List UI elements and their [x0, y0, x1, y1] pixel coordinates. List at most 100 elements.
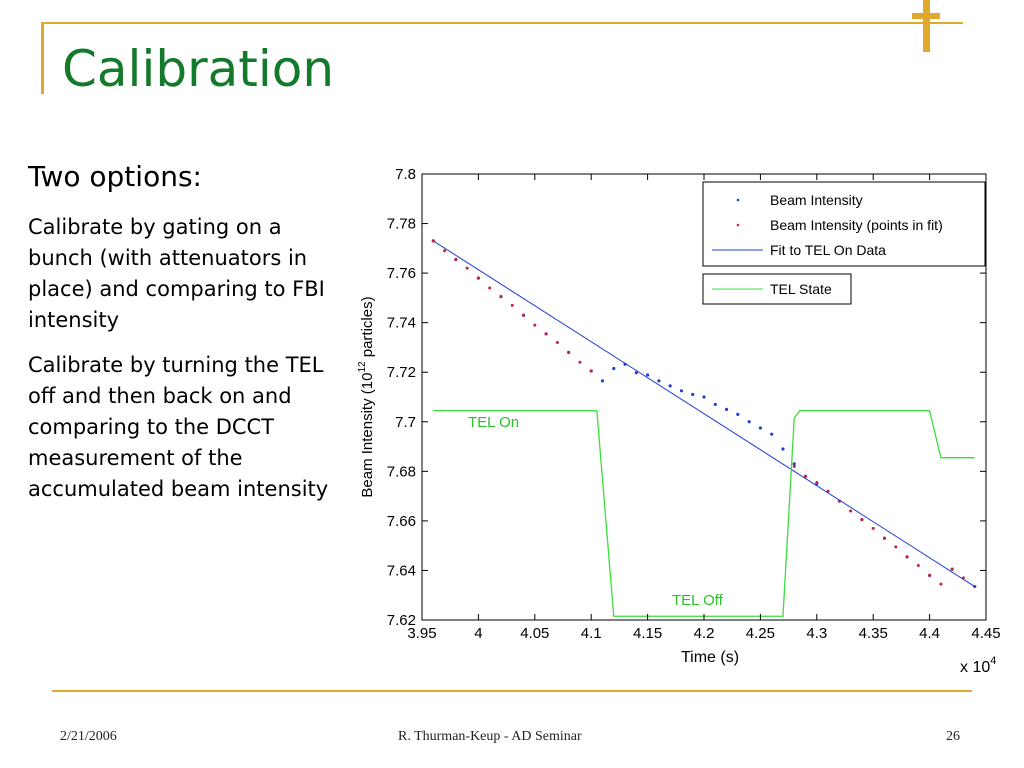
- x-tick-label: 4.35: [859, 625, 888, 642]
- y-tick-label: 7.62: [387, 612, 416, 629]
- fit-point: [882, 536, 886, 540]
- x-tick-label: 4.05: [520, 625, 549, 642]
- svg-text:Beam Intensity (1012 particles: Beam Intensity (1012 particles): [357, 296, 376, 497]
- beam-intensity-point: [634, 371, 638, 375]
- footer-divider: [52, 690, 972, 692]
- option-1-text: Calibrate by gating on a bunch (with att…: [28, 215, 325, 332]
- x-multiplier-base: x 10: [960, 659, 990, 676]
- fit-point: [510, 303, 514, 307]
- fit-point: [476, 276, 480, 280]
- x-axis-multiplier: x 104: [960, 655, 996, 676]
- fit-point: [544, 332, 548, 336]
- y-label-main: Beam Intensity (10: [359, 373, 376, 498]
- x-tick-label: 4.3: [806, 625, 827, 642]
- x-tick-label: 4: [474, 625, 482, 642]
- fit-point: [499, 295, 503, 299]
- fit-point: [860, 518, 864, 522]
- y-tick-label: 7.74: [387, 315, 416, 332]
- x-tick-label: 4.1: [581, 625, 602, 642]
- fit-point: [443, 249, 447, 253]
- y-tick-label: 7.72: [387, 364, 416, 381]
- cross-logo-icon: [912, 0, 940, 52]
- fit-point: [894, 545, 898, 549]
- x-tick-label: 4.15: [633, 625, 662, 642]
- fit-point: [792, 464, 796, 468]
- svg-text:x 104: x 104: [960, 655, 996, 676]
- beam-intensity-point: [657, 379, 661, 383]
- beam-intensity-point: [781, 447, 785, 451]
- x-tick-label: 4.2: [694, 625, 715, 642]
- fit-point: [488, 286, 492, 290]
- tel-legend: TEL State: [702, 273, 852, 305]
- legend-box: [702, 181, 986, 267]
- y-tick-label: 7.7: [395, 414, 416, 431]
- beam-intensity-point: [724, 407, 729, 411]
- y-tick-label: 7.66: [387, 513, 416, 530]
- fit-point: [905, 555, 909, 559]
- frame-top-line: [41, 22, 963, 24]
- legend-beam-intensity-fit: Beam Intensity (points in fit): [770, 217, 943, 233]
- fit-point: [950, 567, 954, 571]
- tel-off-annotation: TEL Off: [672, 592, 724, 609]
- beam-intensity-point: [770, 432, 774, 436]
- x-tick-label: 4.25: [746, 625, 775, 642]
- fit-point: [849, 509, 853, 513]
- y-tick-label: 7.64: [387, 562, 416, 579]
- beam-intensity-point: [713, 402, 717, 407]
- tel-state-line: [433, 409, 975, 617]
- y-tick-label: 7.8: [395, 166, 416, 183]
- fit-point: [578, 360, 582, 364]
- y-label-exp: 12: [357, 361, 368, 373]
- beam-intensity-point: [747, 420, 751, 424]
- legend: Beam Intensity Beam Intensity (points in…: [702, 181, 986, 267]
- beam-intensity-point: [691, 392, 695, 397]
- x-axis-label: Time (s): [681, 649, 739, 666]
- beam-intensity-point: [612, 366, 616, 371]
- options-heading: Two options:: [28, 160, 202, 193]
- option-2-text: Calibrate by turning the TEL off and the…: [28, 353, 329, 501]
- beam-intensity-point: [792, 462, 796, 466]
- fit-point: [567, 350, 571, 354]
- y-label-tail: particles): [359, 296, 376, 361]
- footer-presenter: R. Thurman-Keup - AD Seminar: [398, 729, 582, 744]
- fit-point: [939, 582, 943, 586]
- fit-point: [465, 266, 469, 270]
- frame-left-line: [41, 22, 44, 94]
- fit-point: [522, 313, 526, 317]
- tel-on-annotation: TEL On: [468, 414, 519, 431]
- fit-point: [533, 323, 537, 327]
- legend-beam-intensity: Beam Intensity: [770, 192, 863, 208]
- beam-intensity-point: [758, 426, 762, 430]
- beam-intensity-point: [646, 373, 650, 377]
- legend-tel-state: TEL State: [770, 281, 832, 297]
- footer-date: 2/21/2006: [60, 729, 117, 744]
- fit-point: [555, 340, 559, 344]
- fit-point: [454, 257, 458, 261]
- y-tick-label: 7.76: [387, 265, 416, 282]
- fit-point: [928, 573, 932, 577]
- fit-point: [916, 563, 920, 567]
- fit-point: [589, 369, 593, 373]
- y-axis-label: Beam Intensity (1012 particles): [357, 296, 376, 497]
- fit-line: [433, 240, 975, 587]
- x-multiplier-exp: 4: [990, 655, 996, 667]
- legend-fit-to-tel: Fit to TEL On Data: [770, 242, 886, 258]
- y-tick-label: 7.78: [387, 216, 416, 233]
- beam-intensity-point: [702, 395, 706, 399]
- footer-page-number: 26: [946, 729, 960, 744]
- x-tick-label: 3.95: [407, 625, 436, 642]
- beam-intensity-point: [600, 379, 605, 383]
- beam-intensity-chart: 3.95 4 4.05 4.1 4.15 4.2 4.25 4.3 4.35 4.4 4.45 7.6…: [357, 166, 1001, 676]
- slide-title: Calibration: [62, 40, 335, 98]
- beam-intensity-point: [679, 389, 684, 393]
- beam-intensity-point: [736, 412, 740, 416]
- legend-fit-points-marker: [736, 223, 740, 227]
- fit-point: [871, 526, 875, 530]
- x-tick-label: 4.4: [919, 625, 940, 642]
- y-tick-label: 7.68: [387, 463, 416, 480]
- legend-beam-marker: [736, 198, 740, 202]
- fit-point: [815, 480, 819, 484]
- fit-point: [804, 474, 808, 478]
- x-tick-label: 4.45: [971, 625, 1000, 642]
- beam-intensity-point: [668, 384, 672, 388]
